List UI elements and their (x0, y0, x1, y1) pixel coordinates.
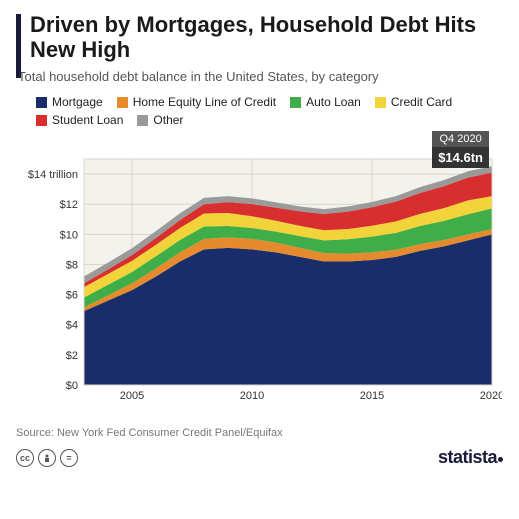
legend-item: Other (137, 113, 183, 127)
cc-icon: cc (16, 449, 34, 467)
legend-item: Mortgage (36, 95, 103, 109)
nd-icon: = (60, 449, 78, 467)
chart: Q4 2020 $14.6tn $0 $2 $4 $6 $8 $10 $12 $14 tril… (22, 133, 497, 403)
legend-label: Credit Card (391, 95, 452, 109)
svg-text:$8: $8 (66, 260, 78, 272)
footer: cc = statista (16, 447, 503, 468)
legend-swatch (375, 97, 386, 108)
svg-text:$6: $6 (66, 290, 78, 302)
chart-subtitle: Total household debt balance in the Unit… (18, 69, 503, 86)
legend-swatch (36, 97, 47, 108)
svg-text:2005: 2005 (120, 390, 144, 402)
accent-bar (16, 14, 21, 78)
callout: Q4 2020 $14.6tn (432, 131, 489, 168)
legend-label: Auto Loan (306, 95, 361, 109)
legend-label: Other (153, 113, 183, 127)
legend: Mortgage Home Equity Line of Credit Auto L… (36, 95, 503, 127)
legend-swatch (36, 115, 47, 126)
legend-item: Student Loan (36, 113, 123, 127)
legend-swatch (290, 97, 301, 108)
svg-text:$12: $12 (60, 200, 78, 212)
source-text: Source: New York Fed Consumer Credit Pan… (16, 427, 503, 439)
legend-label: Mortgage (52, 95, 103, 109)
svg-text:$0: $0 (66, 380, 78, 392)
legend-swatch (117, 97, 128, 108)
callout-period: Q4 2020 (432, 131, 489, 147)
svg-text:$4: $4 (66, 320, 78, 332)
svg-text:2015: 2015 (360, 390, 384, 402)
svg-text:$14 trillion: $14 trillion (28, 170, 78, 182)
svg-text:2020: 2020 (480, 390, 502, 402)
legend-item: Credit Card (375, 95, 452, 109)
by-icon (38, 449, 56, 467)
svg-text:2010: 2010 (240, 390, 264, 402)
legend-label: Home Equity Line of Credit (133, 95, 276, 109)
cc-icons: cc = (16, 449, 78, 467)
legend-item: Auto Loan (290, 95, 361, 109)
svg-text:$2: $2 (66, 350, 78, 362)
callout-value: $14.6tn (432, 147, 489, 168)
svg-text:$10: $10 (60, 230, 78, 242)
legend-label: Student Loan (52, 113, 123, 127)
chart-title: Driven by Mortgages, Household Debt Hits… (30, 12, 503, 63)
legend-item: Home Equity Line of Credit (117, 95, 276, 109)
chart-svg: $0 $2 $4 $6 $8 $10 $12 $14 trillion 2005 2010 2015… (22, 133, 502, 403)
statista-logo: statista (438, 447, 503, 468)
legend-swatch (137, 115, 148, 126)
